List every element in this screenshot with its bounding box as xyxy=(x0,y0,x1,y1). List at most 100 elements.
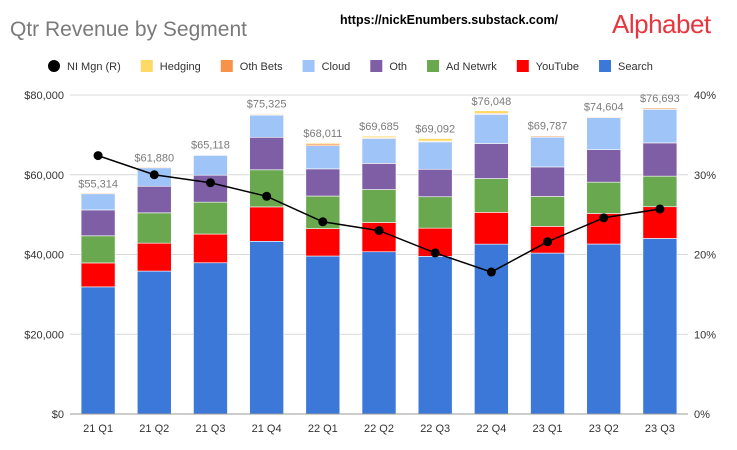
bar-segment xyxy=(305,168,341,197)
margin-point xyxy=(374,226,384,236)
legend-label: YouTube xyxy=(536,61,579,73)
y-tick-label: $0 xyxy=(52,409,64,421)
bar-segment xyxy=(474,178,509,213)
x-tick-label: 23 Q3 xyxy=(645,423,675,435)
y-tick-label: $80,000 xyxy=(24,90,64,102)
margin-point xyxy=(599,213,609,223)
x-tick-label: 23 Q2 xyxy=(589,423,619,435)
x-tick-label: 21 Q4 xyxy=(252,423,282,435)
bar-segment xyxy=(361,189,397,223)
margin-point xyxy=(93,151,103,161)
bar-segment xyxy=(417,141,453,170)
bar-segment xyxy=(136,185,172,214)
bar-segment xyxy=(249,136,284,171)
bar-segment xyxy=(305,142,341,145)
legend-swatch xyxy=(220,60,233,72)
bar-segment xyxy=(305,145,341,170)
total-labels: $55,314 $61,880 $65,118 $75,325 $68,011 $69,6… xyxy=(78,93,680,190)
bar-segment xyxy=(417,168,453,198)
company-logo: Alphabet xyxy=(612,9,711,39)
total-label: $76,048 xyxy=(471,96,511,108)
margin-point xyxy=(205,178,215,188)
margin-point xyxy=(430,248,440,258)
total-label: $61,880 xyxy=(134,152,174,164)
axes: $0 $20,000 $40,000 $60,000 $80,000 0% 10% 20% 30… xyxy=(24,90,716,435)
x-tick-label: 22 Q4 xyxy=(476,423,506,435)
margin-point xyxy=(262,191,272,201)
bar-segment xyxy=(193,201,228,235)
total-label: $69,092 xyxy=(415,123,455,135)
bar-segment xyxy=(474,114,509,144)
total-label: $55,314 xyxy=(78,178,118,190)
y2-tick-label: 20% xyxy=(694,250,716,262)
bar-segment xyxy=(249,241,284,415)
bar-segment xyxy=(249,113,284,115)
bar-segment xyxy=(642,175,678,208)
x-tick-label: 22 Q2 xyxy=(364,423,394,435)
bar-segment xyxy=(530,136,565,168)
legend-label: Cloud xyxy=(322,61,351,73)
bar-segment xyxy=(80,192,116,195)
total-label: $68,011 xyxy=(303,128,342,140)
total-label: $74,604 xyxy=(584,102,624,114)
total-label: $65,118 xyxy=(191,139,230,151)
bar-segment xyxy=(642,238,678,415)
legend-label: Hedging xyxy=(160,61,201,73)
bar-segment xyxy=(80,235,116,264)
bar-segment xyxy=(80,262,116,288)
bar-segment xyxy=(193,155,228,176)
bar-segment xyxy=(417,138,453,142)
bar-segment xyxy=(417,196,453,229)
total-label: $76,693 xyxy=(640,93,680,105)
legend-label: Ad Netwrk xyxy=(446,61,497,73)
bar-segment xyxy=(249,206,284,242)
bar-segment xyxy=(530,166,565,197)
bar-segment xyxy=(193,262,228,415)
bar-segment xyxy=(586,181,622,214)
x-tick-label: 21 Q2 xyxy=(139,423,169,435)
y-tick-label: $60,000 xyxy=(24,170,64,182)
legend-swatch xyxy=(427,60,440,72)
bar-segment xyxy=(361,163,397,190)
y2-tick-label: 40% xyxy=(694,90,716,102)
margin-point xyxy=(486,267,496,277)
bar-segment xyxy=(586,117,622,150)
bar-segment xyxy=(530,252,565,415)
x-tick-label: 21 Q1 xyxy=(83,423,113,435)
bar-segment xyxy=(80,286,116,415)
bar-segment xyxy=(80,193,116,211)
y2-tick-label: 10% xyxy=(694,329,716,341)
margin-line xyxy=(93,151,665,277)
bar-segment xyxy=(417,256,453,415)
x-tick-label: 22 Q1 xyxy=(308,423,338,435)
bar-segment xyxy=(136,212,172,244)
bar-segment xyxy=(361,251,397,415)
total-label: $75,325 xyxy=(247,99,287,111)
bar-segment xyxy=(136,242,172,272)
bar-segment xyxy=(474,110,509,114)
bar-segment xyxy=(642,107,678,110)
y-tick-label: $20,000 xyxy=(24,329,64,341)
legend-swatch xyxy=(516,60,529,72)
total-label: $69,787 xyxy=(528,121,568,133)
legend-swatch xyxy=(140,60,153,72)
x-tick-label: 22 Q3 xyxy=(420,423,450,435)
margin-point xyxy=(543,237,553,247)
bar-segment xyxy=(586,149,622,183)
source-url: https://nickEnumbers.substack.com/ xyxy=(340,13,559,27)
bar-segment xyxy=(136,166,172,169)
bar-segment xyxy=(586,116,622,118)
y-tick-label: $40,000 xyxy=(24,250,64,262)
legend-swatch xyxy=(599,60,612,72)
bar-segment xyxy=(474,143,509,179)
bar-segment xyxy=(586,243,622,415)
chart-title: Qtr Revenue by Segment xyxy=(10,18,247,41)
bar-segment xyxy=(642,109,678,144)
margin-point xyxy=(149,170,159,180)
bar-segment xyxy=(642,142,678,177)
legend-label: Search xyxy=(618,61,653,73)
x-tick-label: 21 Q3 xyxy=(195,423,225,435)
legend-label: Oth Bets xyxy=(240,61,283,73)
legend: NI Mgn (R) Hedging Oth Bets Cloud Oth Ad Netw… xyxy=(48,60,653,73)
